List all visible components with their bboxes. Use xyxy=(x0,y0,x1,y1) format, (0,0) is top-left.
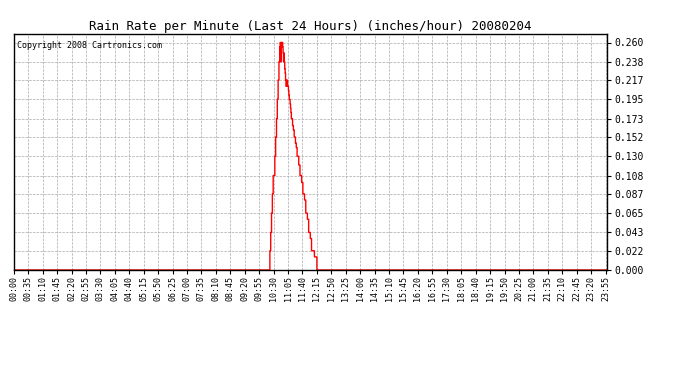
Text: Copyright 2008 Cartronics.com: Copyright 2008 Cartronics.com xyxy=(17,41,161,50)
Title: Rain Rate per Minute (Last 24 Hours) (inches/hour) 20080204: Rain Rate per Minute (Last 24 Hours) (in… xyxy=(89,20,532,33)
